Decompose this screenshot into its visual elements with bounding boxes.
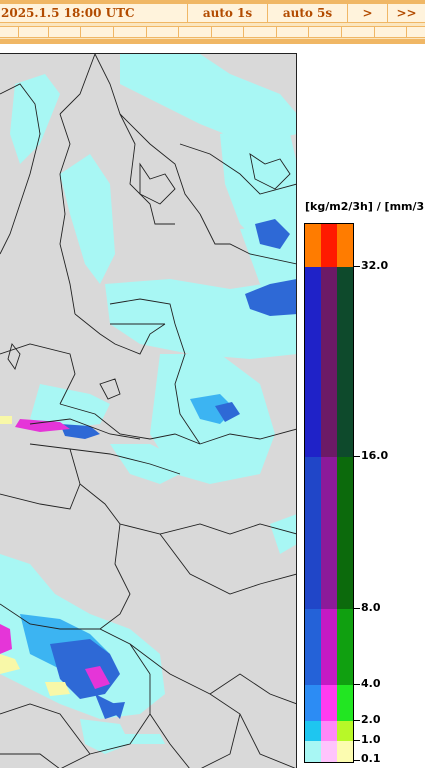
scale-label-0-1: 0.1: [361, 752, 381, 765]
timeline-tick: [211, 27, 212, 37]
timeline-tick: [80, 27, 81, 37]
borders-and-coastlines: [0, 54, 296, 768]
timeline-tick: [48, 27, 49, 37]
next-frame-button[interactable]: >: [347, 4, 387, 22]
scale-label-16: 16.0: [361, 449, 389, 462]
units-label: [kg/m2/3h] / [mm/3h]: [305, 200, 425, 213]
map-canvas: [0, 54, 296, 768]
scale-label-8: 8.0: [361, 601, 381, 614]
auto-1s-button[interactable]: auto 1s: [187, 4, 267, 22]
scale-tick: [354, 684, 360, 685]
precipitation-map[interactable]: [0, 53, 297, 768]
color-scale-bars: [305, 224, 353, 762]
timeline-tick: [308, 27, 309, 37]
nav-row-primary: 2025.1.5 18:00 UTC auto 1s auto 5s > >>: [0, 3, 425, 23]
date-label: 2025.1.5 18:00 UTC: [1, 6, 135, 20]
scale-tick: [354, 740, 360, 741]
timeline-tick: [178, 27, 179, 37]
timeline-tick: [276, 27, 277, 37]
scale-label-4: 4.0: [361, 677, 381, 690]
scale-label-2: 2.0: [361, 713, 381, 726]
scale-label-32: 32.0: [361, 259, 389, 272]
drizzle-areas: [0, 416, 70, 696]
scale-tick: [354, 266, 360, 267]
last-frame-button[interactable]: >>: [387, 4, 425, 22]
scale-label-1: 1.0: [361, 733, 381, 746]
color-scale: [304, 223, 354, 763]
nav-row-timeline[interactable]: [0, 26, 425, 38]
timeline-tick: [18, 27, 19, 37]
scale-tick: [354, 456, 360, 457]
timeline-tick: [406, 27, 407, 37]
intense-precipitation-areas: [0, 419, 110, 689]
timeline-tick: [243, 27, 244, 37]
scale-tick: [354, 720, 360, 721]
navigation-bar: 2025.1.5 18:00 UTC auto 1s auto 5s > >>: [0, 0, 425, 44]
timeline-tick: [341, 27, 342, 37]
timeline-tick: [374, 27, 375, 37]
scale-tick: [354, 760, 360, 761]
nav-stripe-top: [0, 0, 425, 3]
scale-tick: [354, 608, 360, 609]
timeline-tick: [146, 27, 147, 37]
timeline-tick: [113, 27, 114, 37]
nav-stripe-bottom: [0, 39, 425, 44]
auto-5s-button[interactable]: auto 5s: [267, 4, 347, 22]
